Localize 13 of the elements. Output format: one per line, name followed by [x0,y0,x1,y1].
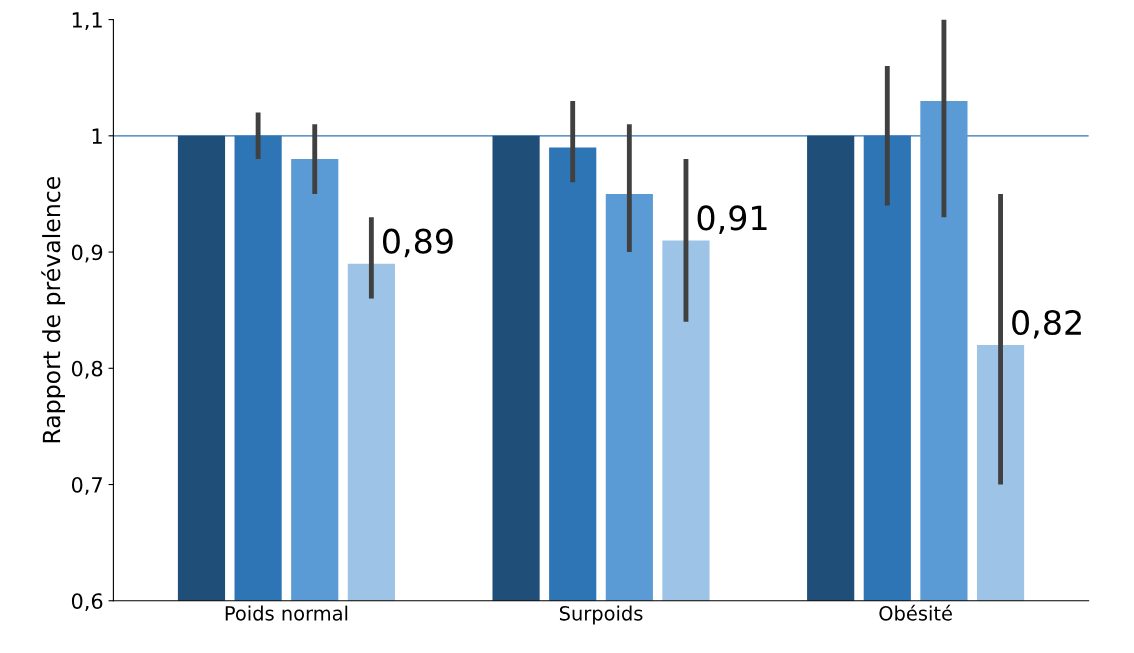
y-tick-label: 1 [92,128,102,144]
data-label: 0,89 [383,228,453,258]
y-tick-label: 0,6 [71,593,103,612]
y-tick-label: 0,8 [71,360,103,379]
x-tick-label: Surpoids [559,605,643,625]
y-tick-label: 1,1 [72,12,102,30]
x-tick-label: Poids normal [225,605,348,621]
data-label: 0,82 [1012,309,1081,339]
y-tick-label: 0,9 [71,244,103,263]
x-tick-label: Obésité [879,604,952,621]
y-axis-title: Rapport de prévalence [41,176,65,443]
y-tick-label: 0,7 [71,476,102,495]
data-label: 0,91 [697,205,767,234]
